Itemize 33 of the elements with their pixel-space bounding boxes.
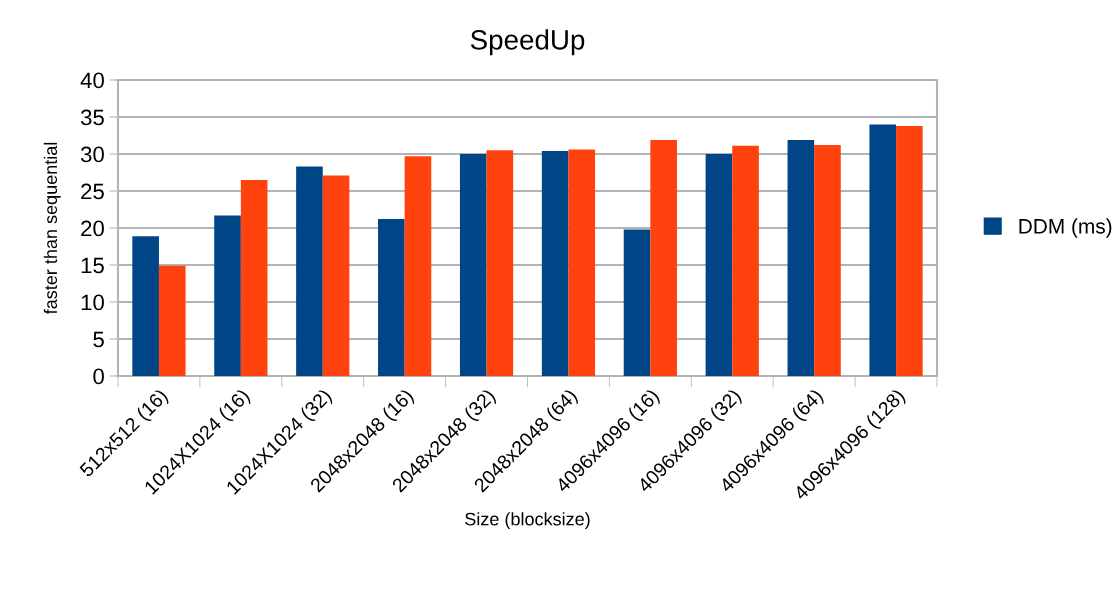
bar <box>486 150 514 376</box>
bar <box>650 139 677 376</box>
bar <box>296 166 323 376</box>
y-tick-label: 10 <box>81 294 104 311</box>
y-tick-label: 0 <box>93 368 104 385</box>
y-tick-label: 35 <box>80 109 104 126</box>
y-tick-label: 15 <box>81 257 104 274</box>
bar <box>378 219 405 376</box>
y-axis-title: faster than sequential <box>43 142 61 315</box>
bar <box>787 139 815 376</box>
bar <box>158 265 186 376</box>
bar <box>732 145 759 376</box>
legend-label: DDM (ms) <box>1019 218 1112 238</box>
bar <box>869 124 897 376</box>
y-tick-label: 20 <box>81 220 104 237</box>
bar <box>541 151 569 376</box>
bar <box>705 154 733 376</box>
x-axis-title: Size (blocksize) <box>465 512 590 530</box>
bar <box>896 125 923 376</box>
y-tick-label: 25 <box>81 183 104 200</box>
y-tick-label: 40 <box>80 72 104 89</box>
bar <box>459 154 487 376</box>
bar <box>404 156 432 376</box>
y-tick-label: 30 <box>80 146 104 163</box>
y-tick-label: 5 <box>93 331 104 348</box>
bar <box>568 149 596 376</box>
bar <box>214 215 241 376</box>
chart-title: SpeedUp <box>470 29 585 56</box>
bar <box>322 175 350 376</box>
bar <box>132 236 159 376</box>
bar <box>623 229 651 376</box>
bar <box>240 179 268 376</box>
bar <box>814 145 841 376</box>
